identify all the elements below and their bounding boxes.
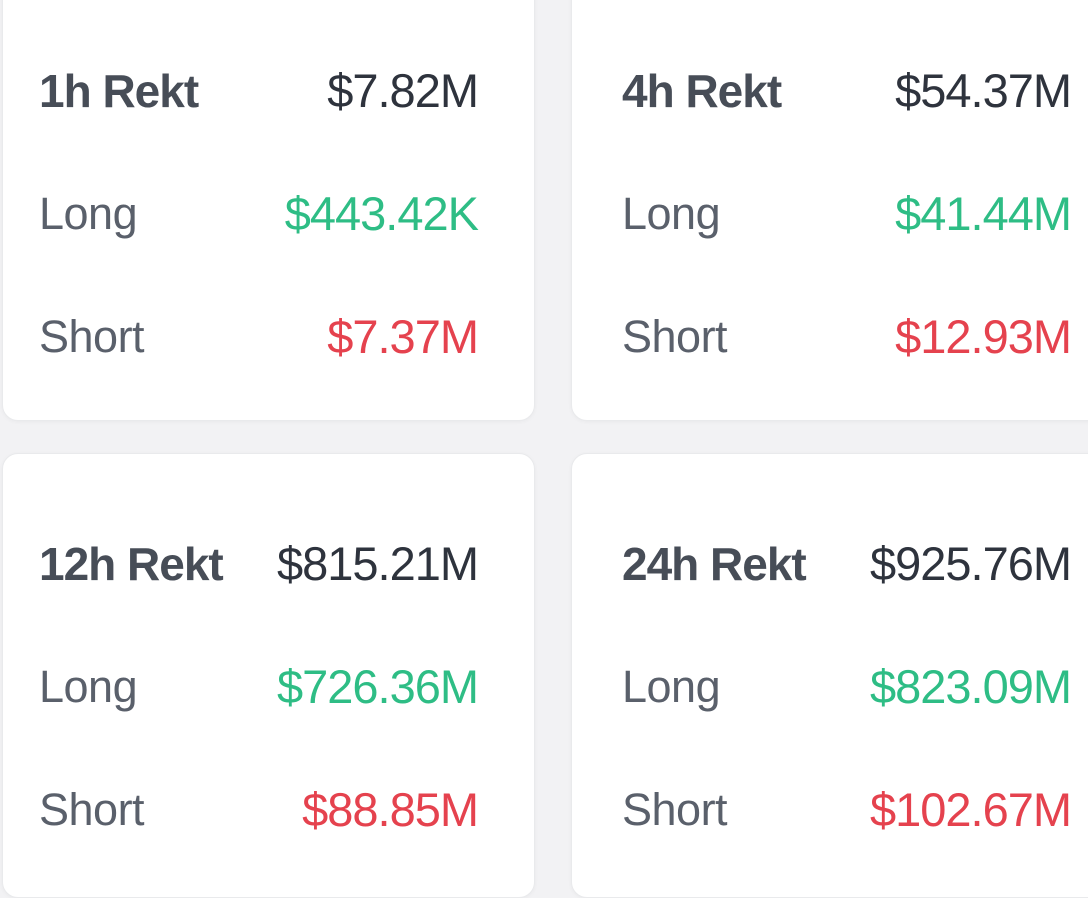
rekt-card-1h: 1h Rekt $7.82M Long $443.42K Short $7.37… — [2, 0, 535, 421]
card-title: 12h Rekt — [39, 537, 224, 590]
long-label: Long — [622, 187, 721, 239]
short-value: $7.37M — [327, 310, 479, 363]
short-label: Short — [39, 310, 145, 362]
short-row: Short $102.67M — [622, 782, 1072, 837]
long-row: Long $41.44M — [622, 186, 1072, 241]
total-rekt-value: $7.82M — [327, 64, 479, 117]
short-row: Short $12.93M — [622, 309, 1072, 364]
short-value: $12.93M — [895, 310, 1072, 363]
long-value: $41.44M — [895, 187, 1072, 240]
total-rekt-value: $815.21M — [276, 537, 479, 590]
card-header-row: 24h Rekt $925.76M — [622, 536, 1072, 591]
short-value: $88.85M — [302, 783, 479, 836]
long-row: Long $823.09M — [622, 659, 1072, 714]
total-rekt-value: $925.76M — [869, 537, 1072, 590]
rekt-card-12h: 12h Rekt $815.21M Long $726.36M Short $8… — [2, 453, 535, 898]
total-rekt-value: $54.37M — [895, 64, 1072, 117]
card-title: 4h Rekt — [622, 64, 782, 117]
long-value: $823.09M — [869, 660, 1072, 713]
long-label: Long — [622, 660, 721, 712]
short-value: $102.67M — [869, 783, 1072, 836]
long-label: Long — [39, 187, 138, 239]
long-value: $726.36M — [276, 660, 479, 713]
rekt-card-4h: 4h Rekt $54.37M Long $41.44M Short $12.9… — [571, 0, 1088, 421]
short-row: Short $7.37M — [39, 309, 479, 364]
short-label: Short — [622, 310, 728, 362]
long-row: Long $443.42K — [39, 186, 479, 241]
card-header-row: 12h Rekt $815.21M — [39, 536, 479, 591]
short-row: Short $88.85M — [39, 782, 479, 837]
card-header-row: 4h Rekt $54.37M — [622, 63, 1072, 118]
card-title: 24h Rekt — [622, 537, 807, 590]
long-label: Long — [39, 660, 138, 712]
short-label: Short — [39, 783, 145, 835]
long-row: Long $726.36M — [39, 659, 479, 714]
card-title: 1h Rekt — [39, 64, 199, 117]
short-label: Short — [622, 783, 728, 835]
long-value: $443.42K — [284, 187, 479, 240]
rekt-card-24h: 24h Rekt $925.76M Long $823.09M Short $1… — [571, 453, 1088, 898]
card-header-row: 1h Rekt $7.82M — [39, 63, 479, 118]
